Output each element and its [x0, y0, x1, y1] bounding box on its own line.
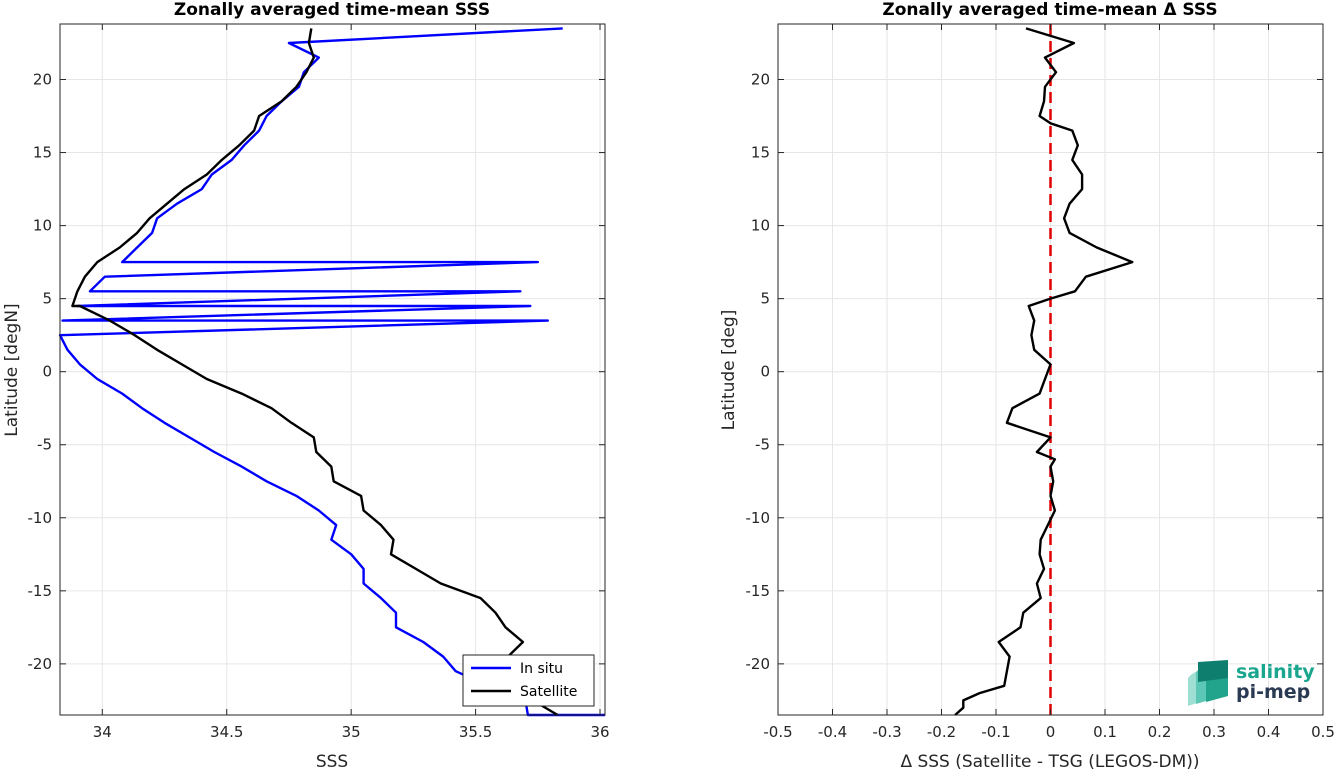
- right-x-tick-label: 0.3: [1202, 723, 1226, 741]
- left-x-tick-label: 36: [590, 723, 609, 741]
- left-y-tick-label: 10: [33, 217, 52, 235]
- left-y-tick-label: -20: [28, 655, 53, 673]
- left-x-tick-label: 35: [342, 723, 361, 741]
- right-ticks: -0.5 -0.4 -0.3 -0.2 -0.1 0 0.1 0.2 0.3 0.4 0.5 20 15…: [746, 24, 1335, 741]
- right-series-group: [954, 24, 1134, 716]
- right-y-axis-label: Latitude [deg]: [719, 310, 739, 431]
- right-x-tick-label: 0: [1046, 723, 1056, 741]
- legend-label-satellite: Satellite: [520, 684, 577, 700]
- left-y-axis-label: Latitude [degN]: [2, 303, 22, 436]
- right-x-tick-label: -0.2: [927, 723, 956, 741]
- left-y-tick-label: -15: [28, 582, 53, 600]
- right-x-tick-label: -0.4: [818, 723, 847, 741]
- right-y-tick-label: 20: [751, 71, 770, 89]
- left-axes-box: [59, 23, 606, 716]
- right-y-tick-label: 15: [751, 144, 770, 162]
- series-line-satellite: [71, 28, 559, 717]
- logo-text-pi-mep: pi-mep: [1236, 681, 1310, 703]
- logo-wave-icon: [1188, 660, 1228, 706]
- right-x-axis-label: Δ SSS (Satellite - TSG (LEGOS-DM)): [900, 752, 1199, 769]
- salinity-pi-mep-logo: salinity pi-mep: [1188, 660, 1315, 706]
- left-ticks: 34 34.5 35 35.5 36 20 15 10 5 0 -5 -10 -15 -20: [28, 24, 610, 741]
- legend: In situ Satellite: [462, 654, 595, 707]
- right-y-tick-label: -20: [746, 655, 771, 673]
- logo-text-salinity: salinity: [1236, 661, 1315, 683]
- left-x-tick-label: 35.5: [459, 723, 492, 741]
- right-y-tick-label: -5: [755, 436, 770, 454]
- right-x-tick-label: 0.1: [1093, 723, 1117, 741]
- right-chart-panel: -0.5 -0.4 -0.3 -0.2 -0.1 0 0.1 0.2 0.3 0.4 0.5 20 15…: [719, 0, 1335, 769]
- series-line-delta-sss: [954, 27, 1134, 716]
- left-series-group: [58, 27, 605, 717]
- right-x-tick-label: 0.5: [1311, 723, 1335, 741]
- right-chart-title: Zonally averaged time-mean Δ SSS: [882, 0, 1217, 20]
- right-x-tick-label: -0.3: [872, 723, 901, 741]
- series-line-in-situ: [58, 27, 605, 717]
- left-y-tick-label: -10: [28, 509, 53, 527]
- left-chart-title: Zonally averaged time-mean SSS: [174, 0, 490, 20]
- right-x-tick-label: 0.4: [1257, 723, 1281, 741]
- right-x-tick-label: 0.2: [1148, 723, 1172, 741]
- legend-box: [462, 654, 595, 707]
- right-y-tick-label: -15: [746, 582, 771, 600]
- left-y-tick-label: 0: [42, 363, 52, 381]
- right-x-tick-label: -0.1: [981, 723, 1010, 741]
- left-y-tick-label: -5: [37, 436, 52, 454]
- left-y-tick-label: 5: [42, 290, 52, 308]
- left-y-tick-label: 20: [33, 71, 52, 89]
- right-y-tick-label: 5: [760, 290, 770, 308]
- left-x-tick-label: 34.5: [210, 723, 243, 741]
- right-y-tick-label: 0: [760, 363, 770, 381]
- left-plot-area: [60, 24, 605, 715]
- right-y-tick-label: -10: [746, 509, 771, 527]
- right-y-tick-label: 10: [751, 217, 770, 235]
- left-chart-panel: 34 34.5 35 35.5 36 20 15 10 5 0 -5 -10 -15 -20 Zonall…: [2, 0, 610, 769]
- left-y-tick-label: 15: [33, 144, 52, 162]
- left-x-axis-label: SSS: [316, 752, 348, 769]
- left-x-tick-label: 34: [93, 723, 112, 741]
- legend-label-in-situ: In situ: [520, 661, 563, 677]
- right-x-tick-label: -0.5: [763, 723, 792, 741]
